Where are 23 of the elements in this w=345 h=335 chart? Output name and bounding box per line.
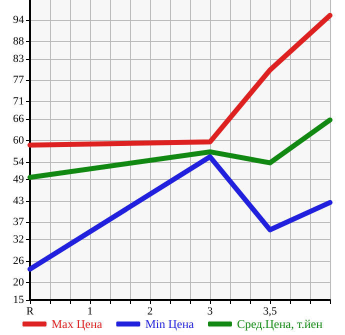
x-tick-label: 3,5	[263, 306, 278, 318]
y-tick-label: 83	[13, 52, 24, 65]
x-tick-label: 3	[207, 306, 214, 318]
legend-label: Min Цена	[145, 317, 195, 331]
y-tick-label: 94	[13, 14, 24, 26]
y-tick-label: 15	[13, 294, 24, 306]
x-tick-label: 2	[147, 306, 153, 318]
y-tick-label: 54	[13, 156, 24, 168]
y-tick-label: 88	[13, 35, 24, 48]
y-tick-label: 37	[13, 216, 24, 228]
y-tick-label: 71	[13, 96, 24, 108]
legend-label: Сред.Цена, т.йен	[236, 317, 324, 331]
y-tick-label: 43	[13, 194, 24, 207]
y-tick-label: 66	[13, 113, 24, 126]
y-tick-label: 26	[13, 255, 24, 268]
y-tick-label: 60	[13, 134, 24, 146]
y-tick-label: 49	[13, 173, 24, 186]
legend-label: Max Цена	[51, 317, 103, 331]
y-tick-label: 77	[13, 74, 24, 86]
y-tick-label: 32	[13, 234, 24, 246]
x-tick-label: 1	[87, 306, 93, 318]
y-tick-label: 20	[13, 276, 24, 288]
x-tick-label: R	[26, 306, 34, 318]
